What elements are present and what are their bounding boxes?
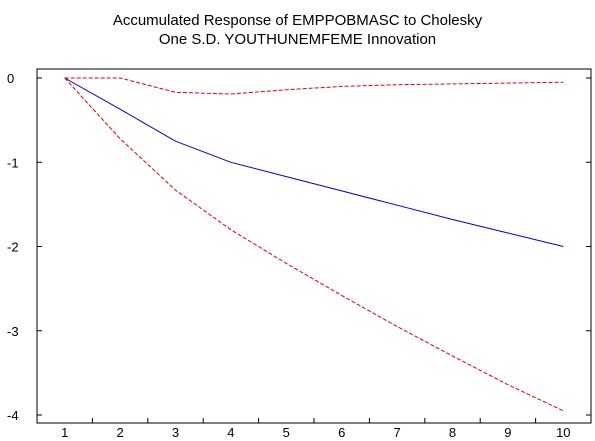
x-tick-label: 6	[338, 425, 345, 440]
x-tick-label: 3	[172, 425, 179, 440]
x-tick-label: 8	[449, 425, 456, 440]
chart-subtitle: One S.D. YOUTHUNEMFEME Innovation	[158, 31, 437, 48]
x-tick-label: 4	[227, 425, 234, 440]
chart-title: Accumulated Response of EMPPOBMASC to Ch…	[112, 12, 483, 29]
y-tick-label: -4	[7, 408, 19, 423]
x-tick-label: 9	[504, 425, 511, 440]
series-line-2	[64, 77, 564, 95]
y-axis: 0 -1 -2 -3 -4	[7, 71, 591, 423]
x-tick-label: 7	[393, 425, 400, 440]
y-tick-label: 0	[7, 71, 14, 86]
series-line-3	[64, 77, 564, 412]
x-axis: 1 2 3 4 5 6 7 8 9 10	[36, 418, 592, 440]
plot-border	[36, 68, 592, 424]
series-layer	[64, 77, 564, 412]
y-tick-label: -2	[7, 240, 19, 255]
x-tick-label: 10	[556, 425, 570, 440]
series-line-1	[64, 77, 564, 247]
x-tick-label: 2	[116, 425, 123, 440]
x-tick-label: 1	[61, 425, 68, 440]
y-tick-label: -3	[7, 324, 19, 339]
plot-frame	[36, 68, 592, 424]
y-tick-label: -1	[7, 155, 19, 170]
x-tick-label: 5	[283, 425, 290, 440]
